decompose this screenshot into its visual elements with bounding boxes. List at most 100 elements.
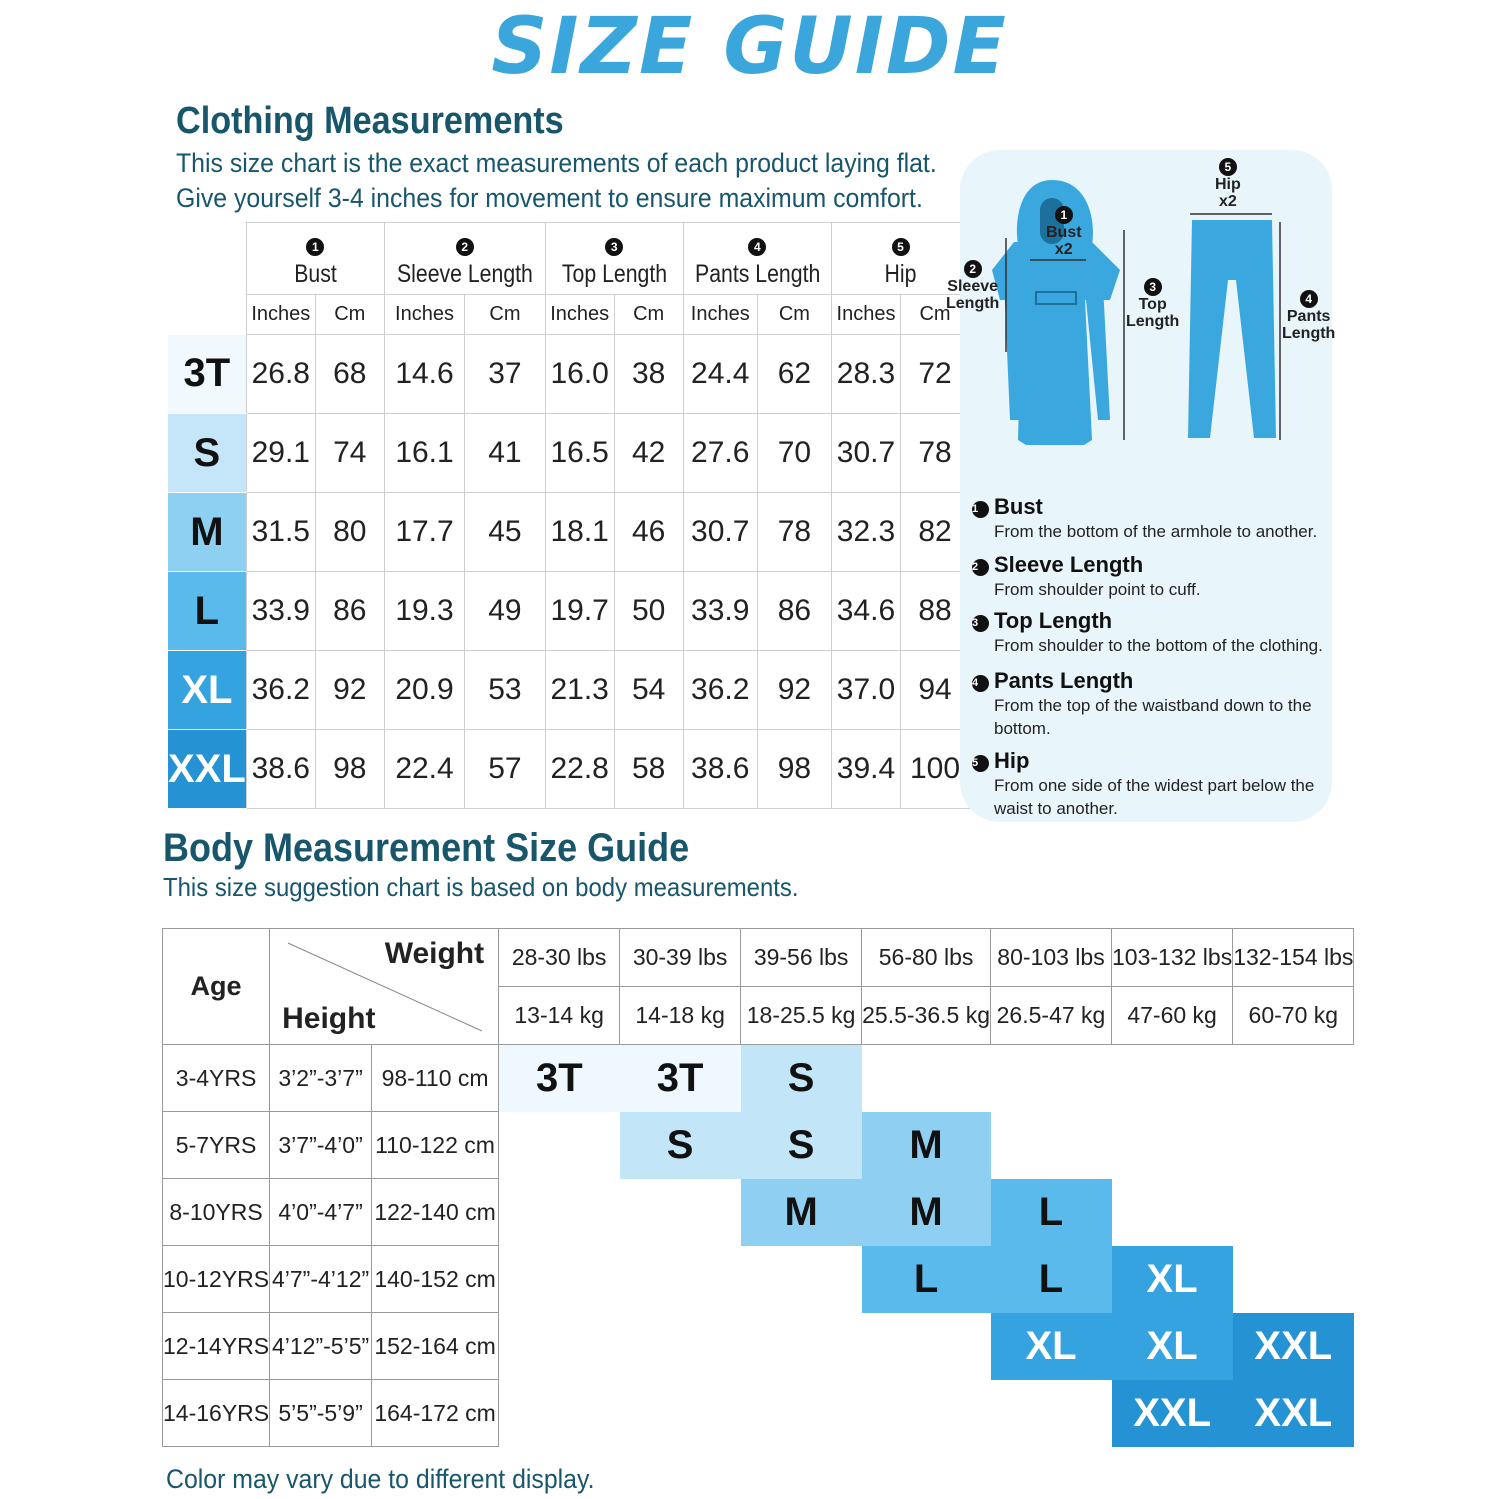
size-recommendation: S <box>740 1044 862 1112</box>
diagonal-divider <box>287 942 483 1032</box>
header-pants-length: 4 Pants Length <box>682 222 833 295</box>
measurement-cell: 26.8 <box>245 334 316 414</box>
measurement-cell: 20.9 <box>383 650 466 730</box>
number-badge: 3 <box>605 237 624 256</box>
belt <box>1035 291 1077 305</box>
size-recommendation: XL <box>990 1312 1112 1380</box>
number-badge: 2 <box>972 559 989 576</box>
size-label: XXL <box>168 729 247 809</box>
measurement-cell: 41 <box>464 413 546 493</box>
empty-cell <box>499 1313 620 1380</box>
measurement-cell: 21.3 <box>544 650 615 730</box>
number-badge: 4 <box>748 237 767 256</box>
legend-item-top-length: 3 Top Length From shoulder to the bottom … <box>972 608 1323 655</box>
height-cm-cell: 110-122 cm <box>370 1111 500 1179</box>
legend-item-hip: 5 Hip From one side of the widest part be… <box>972 748 1315 818</box>
measurement-cell: 38.6 <box>682 729 758 809</box>
weight-lbs-cell: 30-39 lbs <box>619 928 742 987</box>
garment-diagram <box>992 180 1281 445</box>
measurement-cell: 36.2 <box>682 650 758 730</box>
measurement-cell: 42 <box>613 413 684 493</box>
size-label: 3T <box>168 334 247 414</box>
unit-header: Cm <box>464 294 546 335</box>
measurement-cell: 29.1 <box>245 413 316 493</box>
size-recommendation: M <box>861 1178 991 1246</box>
measurement-cell: 49 <box>464 571 546 651</box>
weight-kg-cell: 47-60 kg <box>1110 986 1234 1045</box>
measurement-cell: 70 <box>756 413 833 493</box>
measurement-cell: 62 <box>756 334 833 414</box>
unit-header: Inches <box>383 294 466 335</box>
height-ft-cell: 4’12”-5’5” <box>269 1312 372 1380</box>
age-header: Age <box>161 928 271 1045</box>
weight-label: Weight <box>384 937 485 970</box>
unit-header: Inches <box>831 294 901 335</box>
size-label: L <box>168 571 247 651</box>
measurement-cell: 33.9 <box>682 571 758 651</box>
height-ft-cell: 4’7”-4’12” <box>269 1245 372 1313</box>
empty-cell <box>1112 1045 1233 1112</box>
measurement-cell: 37 <box>464 334 546 414</box>
measurement-cell: 68 <box>314 334 385 414</box>
age-row: 3-4YRS 3’2”-3’7” 98-110 cm 3T 3T S <box>161 1044 1354 1112</box>
empty-cell <box>862 1313 991 1380</box>
empty-cell <box>991 1045 1112 1112</box>
measurement-cell: 98 <box>756 729 833 809</box>
age-row: 10-12YRS 4’7”-4’12” 140-152 cm L L XL <box>161 1245 1354 1313</box>
measurement-cell: 22.4 <box>383 729 466 809</box>
empty-cell <box>1233 1112 1354 1179</box>
measurement-cell: 57 <box>464 729 546 809</box>
number-badge: 5 <box>972 755 989 772</box>
sleeve-left-shape <box>1004 260 1024 420</box>
measurement-cell: 19.7 <box>544 571 615 651</box>
measurement-cell: 80 <box>314 492 385 572</box>
size-label: S <box>168 413 247 493</box>
measurement-cell: 32.3 <box>831 492 901 572</box>
number-badge: 2 <box>963 260 982 278</box>
height-cm-cell: 122-140 cm <box>370 1178 500 1246</box>
age-cell: 12-14YRS <box>161 1312 271 1380</box>
number-badge: 5 <box>891 237 910 256</box>
size-recommendation: S <box>619 1111 741 1179</box>
age-cell: 14-16YRS <box>161 1379 271 1447</box>
diagram-label-pants: 4 Pants Length <box>1282 290 1336 342</box>
measurement-cell: 86 <box>756 571 833 651</box>
number-badge: 1 <box>1054 206 1073 224</box>
top-garment-illustration <box>992 180 1120 445</box>
height-ft-cell: 4’0”-4’7” <box>269 1178 372 1246</box>
size-row: S 29.1 74 16.1 41 16.5 42 27.6 70 30.7 78 <box>168 413 970 493</box>
weight-lbs-cell: 56-80 lbs <box>861 928 991 987</box>
measurement-cell: 92 <box>314 650 385 730</box>
number-badge: 3 <box>1143 278 1162 296</box>
empty-cell <box>1233 1246 1354 1313</box>
unit-header: Inches <box>544 294 615 335</box>
measurement-cell: 27.6 <box>682 413 758 493</box>
number-badge: 3 <box>972 615 989 632</box>
measurement-cell: 50 <box>613 571 684 651</box>
unit-header: Inches <box>682 294 758 335</box>
measurement-cell: 16.0 <box>544 334 615 414</box>
measurement-cell: 18.1 <box>544 492 615 572</box>
measurement-cell: 39.4 <box>831 729 901 809</box>
measurement-cell: 38.6 <box>245 729 316 809</box>
unit-header: Inches <box>245 294 316 335</box>
body-heading: Body Measurement Size Guide <box>163 826 690 870</box>
size-row: XL 36.2 92 20.9 53 21.3 54 36.2 92 37.0 94 <box>168 650 970 730</box>
empty-cell <box>1112 1179 1233 1246</box>
clothing-desc-line1: This size chart is the exact measurement… <box>176 148 937 178</box>
size-recommendation: M <box>740 1178 862 1246</box>
legend-item-pants-length: 4 Pants Length From the top of the waistb… <box>972 668 1312 738</box>
clothing-desc-line2: Give yourself 3-4 inches for movement to… <box>176 183 923 213</box>
size-recommendation: XL <box>1111 1312 1233 1380</box>
measurement-cell: 100 <box>900 729 970 809</box>
size-recommendation: XXL <box>1232 1379 1354 1447</box>
robe-shape <box>1018 280 1092 445</box>
measurement-cell: 28.3 <box>831 334 901 414</box>
size-recommendation: XL <box>1111 1245 1233 1313</box>
height-cm-cell: 98-110 cm <box>370 1044 500 1112</box>
age-cell: 5-7YRS <box>161 1111 271 1179</box>
weight-kg-cell: 26.5-47 kg <box>990 986 1112 1045</box>
measurement-cell: 34.6 <box>831 571 901 651</box>
empty-cell <box>741 1313 862 1380</box>
measurement-cell: 72 <box>900 334 970 414</box>
